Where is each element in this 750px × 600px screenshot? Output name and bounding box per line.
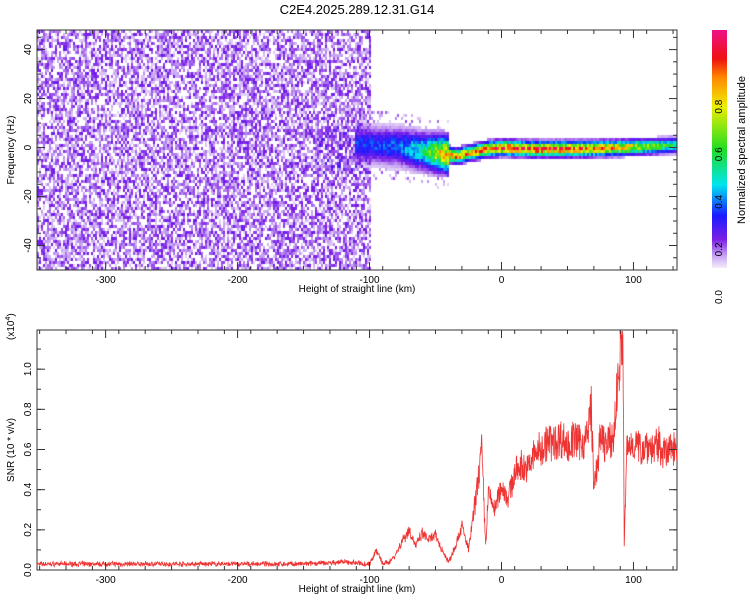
bottom-y-tick-label: 0.8	[23, 402, 34, 416]
top-y-tick-label: -40	[23, 238, 34, 253]
bottom-x-tick-label: 0	[499, 575, 505, 586]
colorbar-tick-label: 0.0	[714, 290, 725, 304]
top-x-tick-label: -200	[228, 275, 248, 286]
colorbar-tick-label: 0.2	[714, 242, 725, 256]
bottom-plot-frame	[36, 329, 678, 571]
colorbar-label: Normalized spectral amplitude	[736, 76, 748, 224]
top-x-tick-label: -300	[96, 275, 116, 286]
bottom-y-tick-label: 0.0	[23, 563, 34, 577]
top-x-tick-label: 0	[499, 275, 505, 286]
bottom-y-tick-label: 1.0	[23, 362, 34, 376]
bottom-x-tick-label: -200	[228, 575, 248, 586]
top-y-tick-label: 0	[23, 144, 34, 150]
bottom-y-tick-label: 0.6	[23, 442, 34, 456]
y-scale-label: (x104)	[5, 313, 17, 340]
colorbar-tick-label: 0.6	[714, 147, 725, 161]
bottom-y-axis-label: SNR (10 * v/v)	[6, 418, 17, 482]
top-x-axis-label: Height of straight line (km)	[299, 284, 416, 295]
bottom-x-axis-label: Height of straight line (km)	[299, 584, 416, 595]
top-y-axis-label: Frequency (Hz)	[6, 116, 17, 185]
top-x-tick-label: 100	[625, 275, 642, 286]
top-y-tick-label: -20	[23, 189, 34, 204]
bottom-x-tick-label: -100	[360, 575, 380, 586]
chart-title: C2E4.2025.289.12.31.G14	[280, 2, 435, 17]
colorbar-tick-label: 0.4	[714, 194, 725, 208]
bottom-x-tick-label: 100	[625, 575, 642, 586]
bottom-y-tick-label: 0.2	[23, 522, 34, 536]
colorbar-tick-label: 0.8	[714, 99, 725, 113]
top-x-tick-label: -100	[360, 275, 380, 286]
top-y-tick-label: 40	[23, 44, 34, 56]
top-plot-frame	[36, 29, 678, 271]
spectrogram-heatmap	[37, 30, 677, 270]
snr-line	[36, 330, 678, 568]
bottom-y-tick-label: 0.4	[23, 482, 34, 496]
bottom-x-tick-label: -300	[96, 575, 116, 586]
colorbar	[712, 30, 727, 268]
top-y-tick-label: 20	[23, 93, 34, 105]
